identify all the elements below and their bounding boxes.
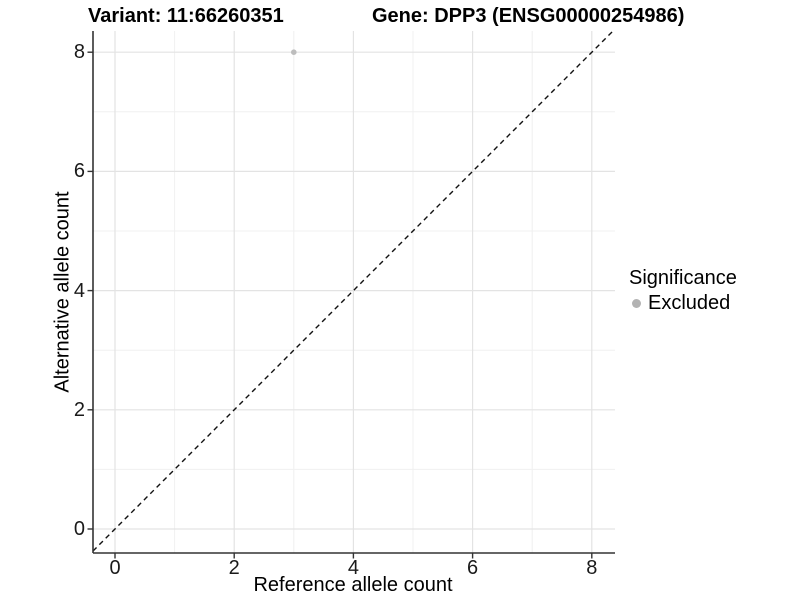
x-tick-label: 8 [586,557,598,579]
x-tick-label: 6 [467,557,479,579]
gene-title: Gene: DPP3 (ENSG00000254986) [372,5,685,27]
x-tick-label: 0 [109,557,121,579]
legend-item-excluded: Excluded [629,292,737,315]
identity-line [92,30,614,552]
x-axis-label: Reference allele count [253,574,453,596]
x-tick-label: 2 [228,557,240,579]
y-tick-label: 4 [73,279,85,302]
legend-point-icon [632,299,641,308]
y-tick-label: 2 [73,398,85,421]
legend: Significance Excluded [629,267,737,315]
y-tick-label: 8 [73,41,85,64]
legend-item-label: Excluded [648,292,731,314]
data-point [291,49,297,55]
legend-title: Significance [629,267,737,289]
y-tick-label: 0 [73,518,85,540]
y-tick-label: 6 [73,160,85,183]
x-tick-label: 4 [347,557,359,579]
variant-title: Variant: 11:66260351 [88,5,284,27]
